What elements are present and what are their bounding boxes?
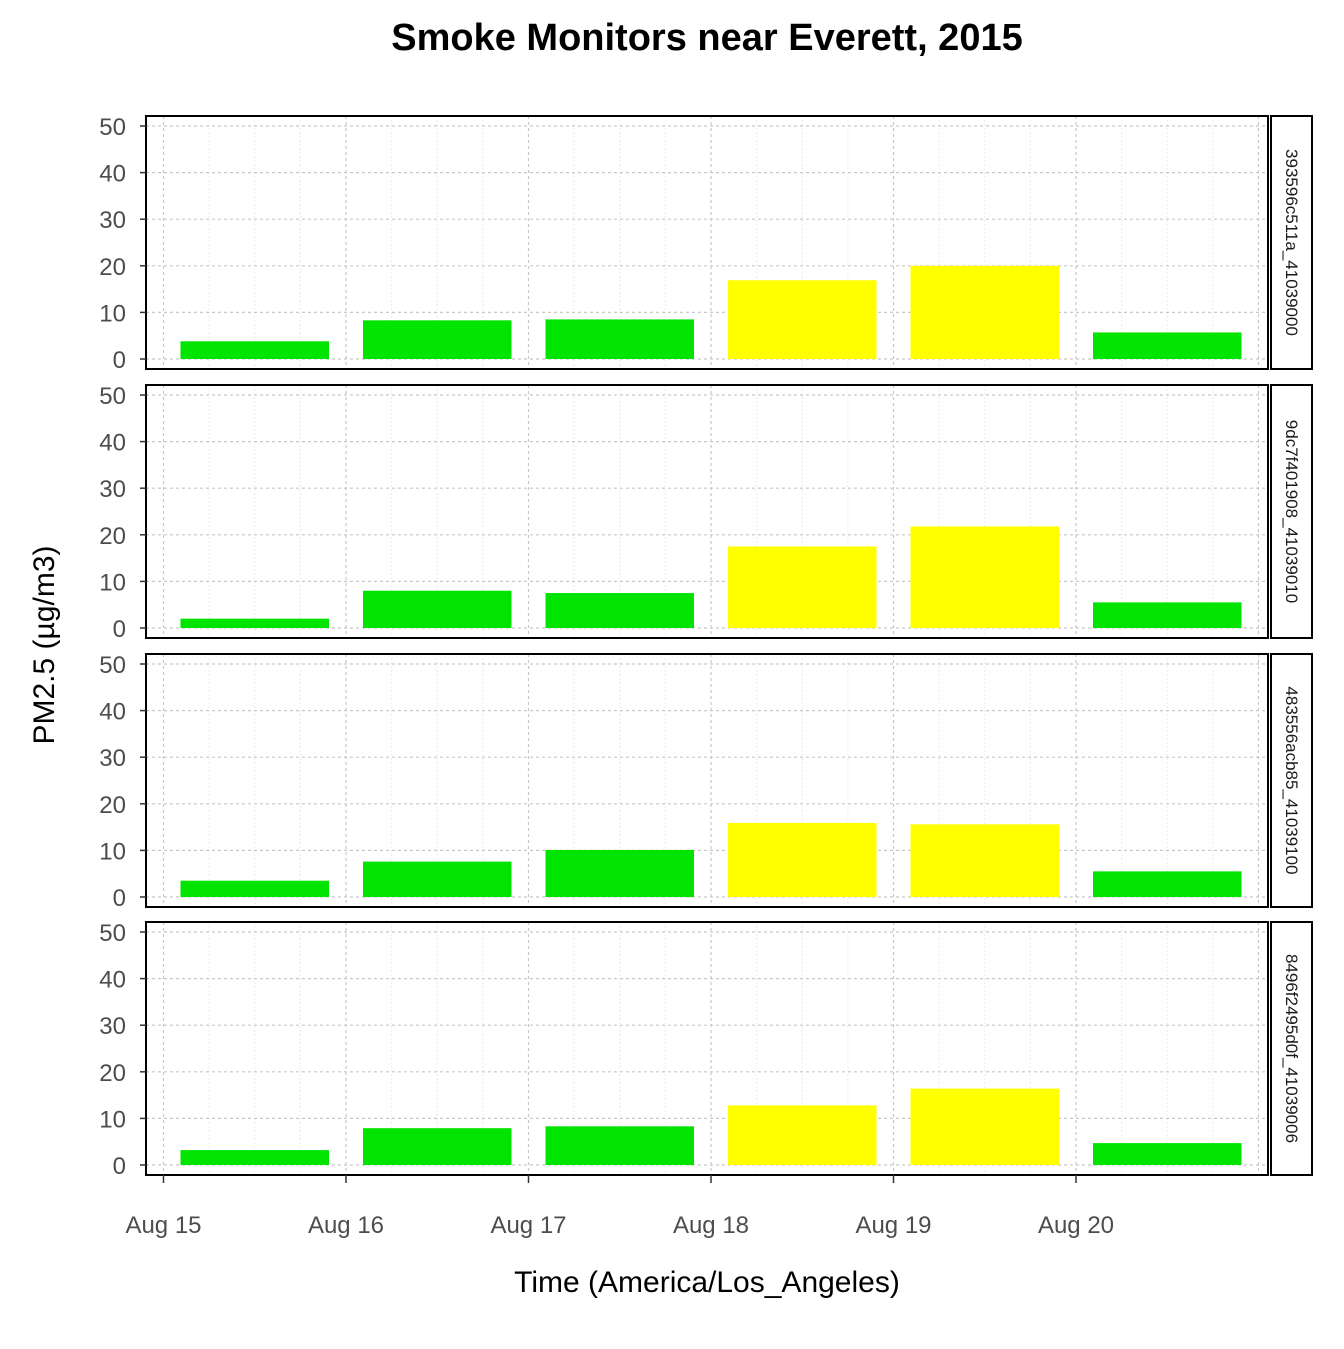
bar [545, 319, 694, 359]
facet-panel: 0 10 20 30 40 50 8496f2495d0f_41039006 [99, 920, 1313, 1180]
facet-strip [1270, 921, 1313, 1176]
facet-strip [1270, 653, 1313, 908]
facet-strip-label: 8496f2495d0f_41039006 [1282, 954, 1301, 1143]
bar [363, 1128, 512, 1165]
y-tick-label: 50 [99, 383, 126, 410]
x-axis: Aug 15 Aug 16 Aug 17 Aug 18 Aug 19 Aug 20 [125, 1175, 1114, 1239]
bar [363, 590, 512, 628]
panel-border [145, 653, 1269, 908]
x-axis-title: Time (America/Los_Angeles) [514, 1266, 900, 1299]
bar [1093, 332, 1242, 359]
facet-panel: 0 10 20 30 40 50 393596c511a_41039000 [99, 114, 1313, 374]
bar [1093, 871, 1242, 897]
y-tick-label: 40 [99, 699, 126, 726]
panel-border [145, 921, 1269, 1176]
y-tick-label: 20 [99, 792, 126, 819]
facet-strip-label-group: 9dc7f401908_41039010 [1282, 420, 1301, 603]
y-tick-label: 40 [99, 967, 126, 994]
bar [910, 824, 1059, 897]
y-tick-label: 10 [99, 1106, 126, 1133]
bar [180, 880, 329, 897]
y-tick-label: 10 [99, 300, 126, 327]
bar [545, 593, 694, 628]
chart-title: Smoke Monitors near Everett, 2015 [391, 17, 1022, 59]
panel-border [145, 384, 1269, 639]
facet-strip-label: 9dc7f401908_41039010 [1282, 420, 1301, 603]
panel-background [146, 385, 1268, 638]
facet-panel: 0 10 20 30 40 50 9dc7f401908_41039010 [99, 383, 1313, 643]
bar [728, 546, 877, 628]
bar [363, 861, 512, 897]
y-tick-label: 30 [99, 476, 126, 503]
y-tick-label: 0 [113, 616, 126, 643]
y-tick-label: 50 [99, 114, 126, 141]
y-tick-label: 40 [99, 430, 126, 457]
panel-background [146, 654, 1268, 907]
y-axis-title: PM2.5 (µg/m3) [28, 546, 61, 745]
facet-strip [1270, 384, 1313, 639]
y-tick-label: 0 [113, 1153, 126, 1180]
facet-strip-label-group: 8496f2495d0f_41039006 [1282, 954, 1301, 1143]
y-tick-label: 30 [99, 207, 126, 234]
y-tick-label: 20 [99, 1060, 126, 1087]
y-tick-label: 20 [99, 523, 126, 550]
facet-strip [1270, 115, 1313, 370]
bar [910, 1088, 1059, 1165]
y-tick-label: 30 [99, 745, 126, 772]
facet-strip-label: 483556acb85_41039100 [1282, 686, 1301, 874]
bar [363, 320, 512, 359]
y-tick-label: 30 [99, 1013, 126, 1040]
panel-background [146, 922, 1268, 1175]
y-tick-label: 50 [99, 920, 126, 947]
y-tick-label: 10 [99, 569, 126, 596]
facet-strip-label: 393596c511a_41039000 [1282, 149, 1301, 336]
bar [180, 341, 329, 359]
facet-panel: 0 10 20 30 40 50 483556acb85_41039100 [99, 652, 1313, 912]
bar [910, 526, 1059, 628]
bar [1093, 1143, 1242, 1165]
bar [728, 822, 877, 897]
x-tick-label: Aug 17 [490, 1212, 566, 1239]
x-tick-label: Aug 16 [308, 1212, 384, 1239]
bar [910, 265, 1059, 359]
panel-border [145, 115, 1269, 370]
y-tick-label: 40 [99, 161, 126, 188]
facet-panels: 0 10 20 30 40 50 393596c511a_41039000 0 10 20 30 40… [99, 114, 1313, 1180]
x-tick-label: Aug 19 [855, 1212, 931, 1239]
facet-strip-label-group: 393596c511a_41039000 [1282, 149, 1301, 336]
bar [180, 1150, 329, 1165]
facet-strip-label-group: 483556acb85_41039100 [1282, 686, 1301, 874]
bar [1093, 602, 1242, 628]
x-tick-label: Aug 15 [125, 1212, 201, 1239]
bar [728, 280, 877, 359]
bar [728, 1105, 877, 1165]
panel-background [146, 116, 1268, 369]
x-tick-label: Aug 20 [1038, 1212, 1114, 1239]
x-tick-label: Aug 18 [673, 1212, 749, 1239]
bar [180, 618, 329, 628]
bar [545, 1126, 694, 1165]
y-tick-label: 20 [99, 254, 126, 281]
y-tick-label: 0 [113, 885, 126, 912]
y-tick-label: 50 [99, 652, 126, 679]
y-tick-label: 0 [113, 347, 126, 374]
y-tick-label: 10 [99, 838, 126, 865]
bar [545, 849, 694, 897]
